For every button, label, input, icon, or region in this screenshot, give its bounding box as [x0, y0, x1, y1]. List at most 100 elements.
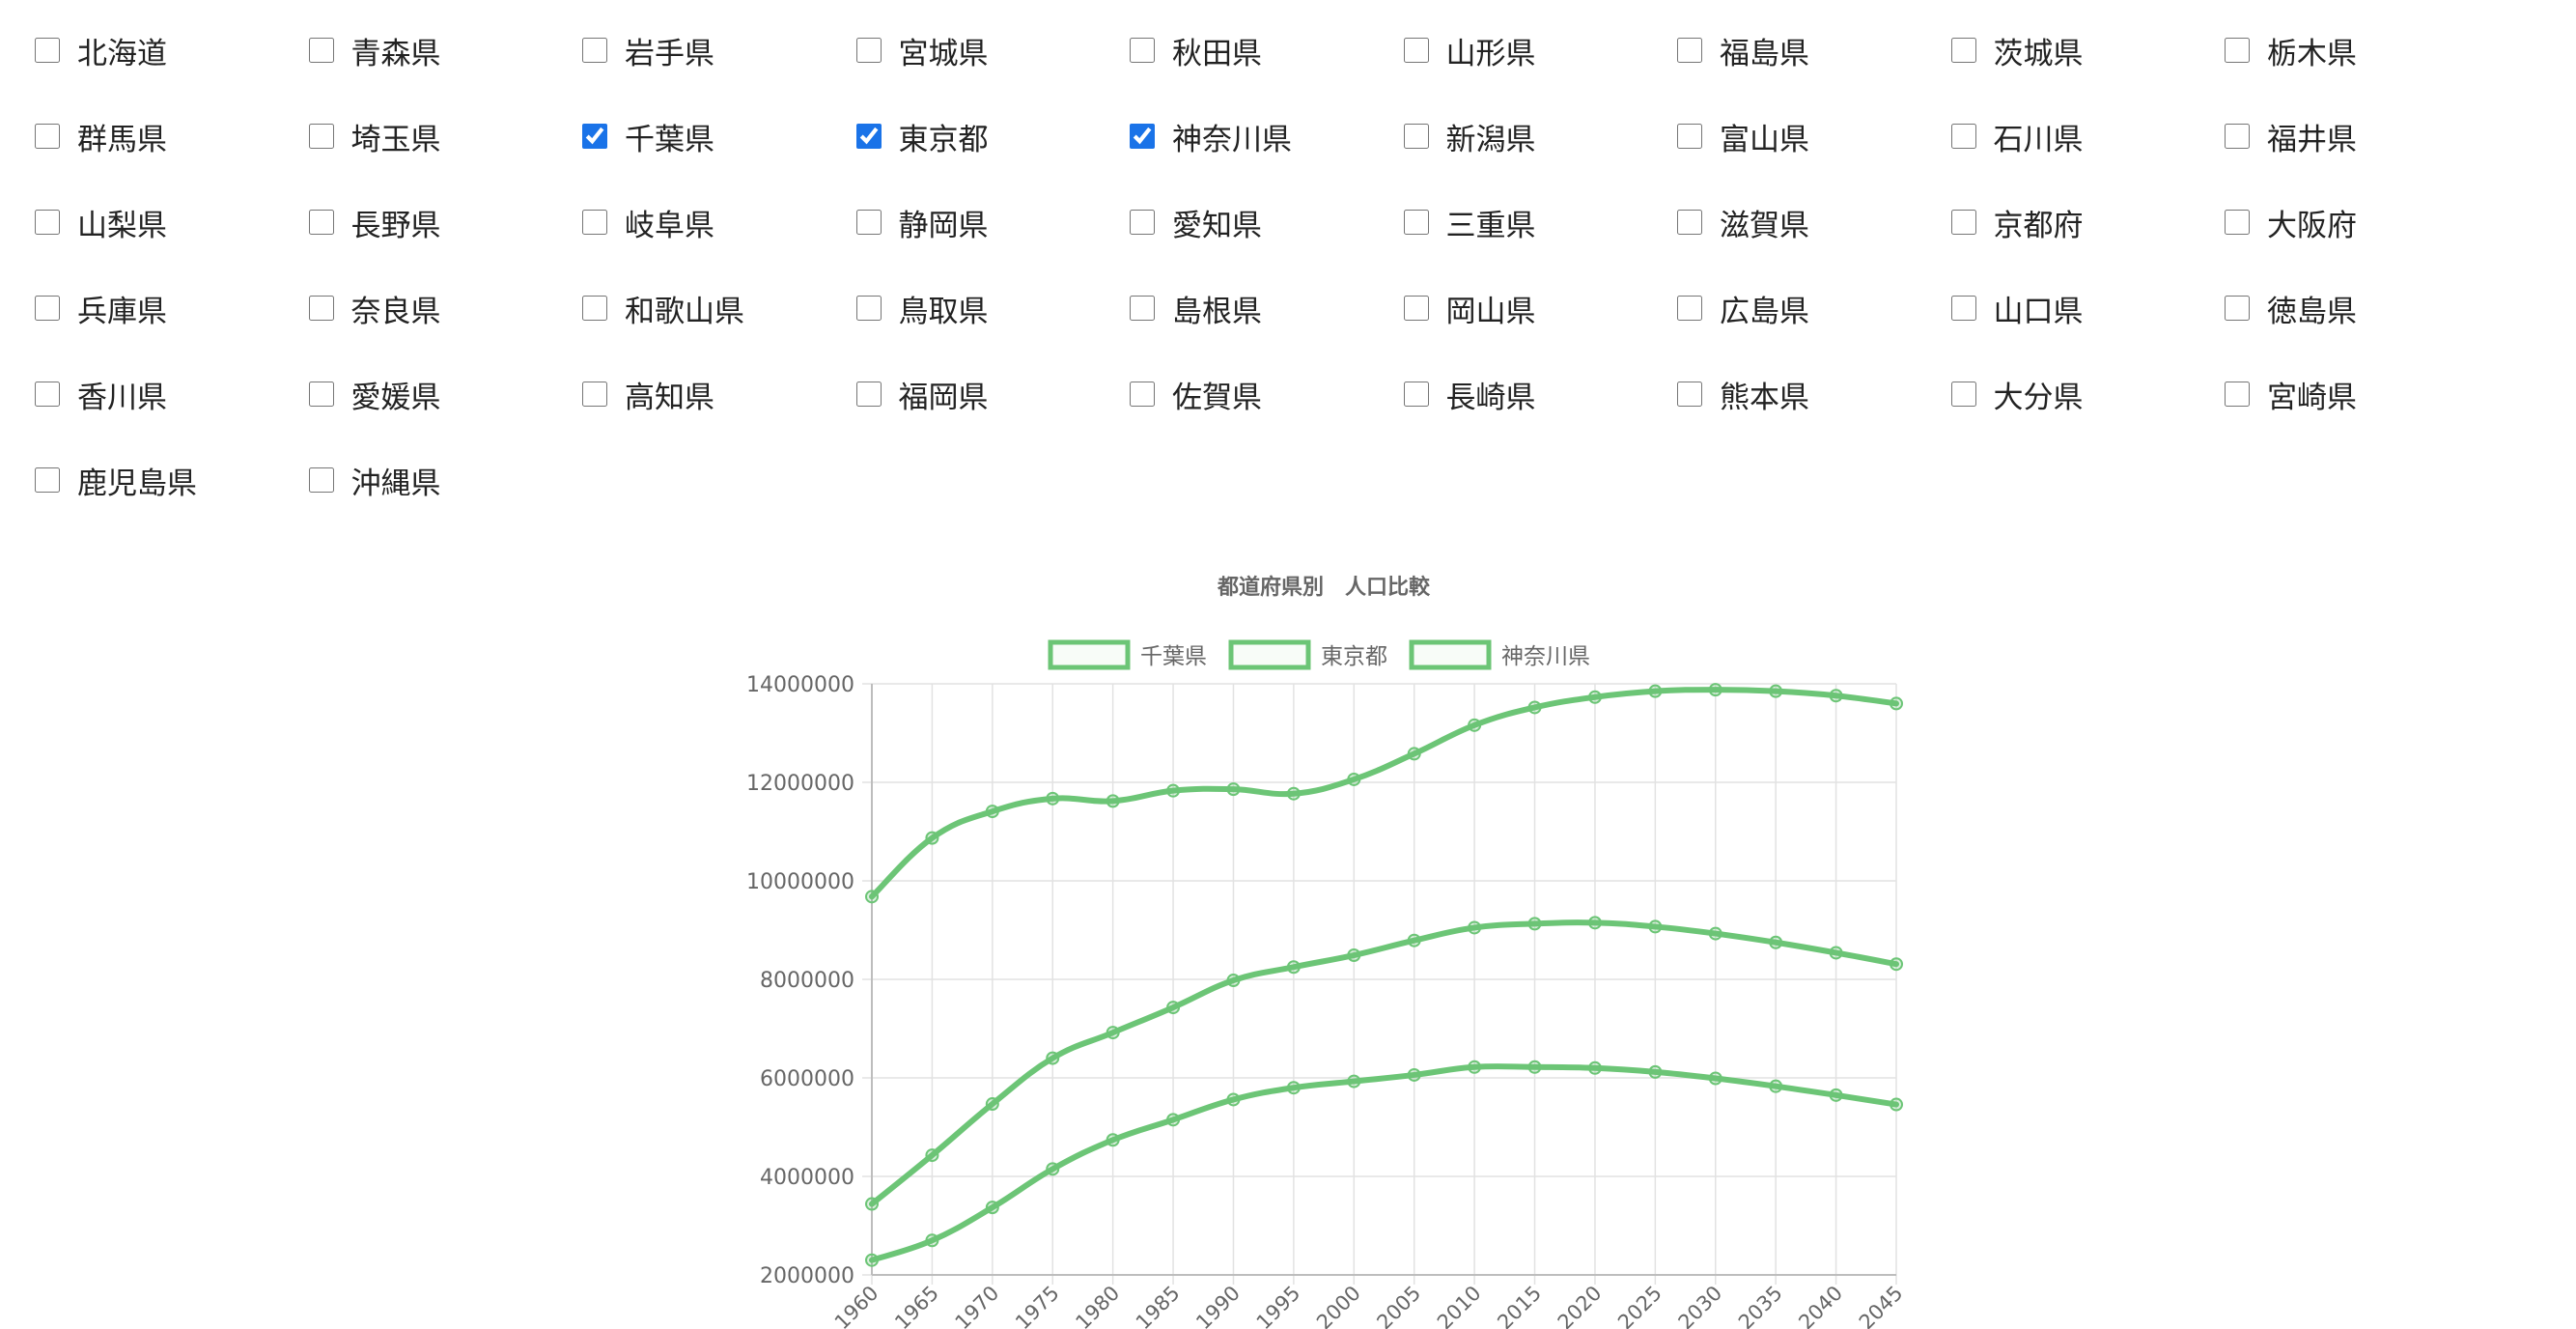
prefecture-checkbox[interactable] [1677, 38, 1702, 63]
prefecture-item[interactable]: 福岡県 [855, 365, 1131, 423]
prefecture-item[interactable]: 山梨県 [35, 193, 309, 251]
prefecture-checkbox[interactable] [582, 296, 607, 321]
prefecture-item[interactable]: 新潟県 [1403, 107, 1678, 165]
prefecture-checkbox[interactable] [1403, 382, 1429, 407]
prefecture-checkbox[interactable] [1950, 124, 1976, 149]
prefecture-item[interactable]: 山口県 [1950, 279, 2226, 337]
prefecture-checkbox[interactable] [1130, 382, 1155, 407]
legend-item[interactable]: 千葉県 [1048, 639, 1207, 670]
prefecture-item[interactable]: 長崎県 [1403, 365, 1678, 423]
prefecture-item[interactable]: 鹿児島県 [35, 451, 309, 509]
prefecture-checkbox[interactable] [582, 382, 607, 407]
prefecture-checkbox[interactable] [582, 124, 607, 149]
prefecture-item[interactable]: 愛知県 [1130, 193, 1404, 251]
prefecture-checkbox[interactable] [1677, 382, 1702, 407]
prefecture-item[interactable]: 福井県 [2225, 107, 2499, 165]
data-point [1166, 1001, 1181, 1015]
prefecture-checkbox[interactable] [2225, 296, 2250, 321]
x-tick-label: 1990 [1191, 1282, 1245, 1329]
prefecture-item[interactable]: 茨城県 [1950, 21, 2226, 79]
prefecture-checkbox[interactable] [1130, 38, 1155, 63]
prefecture-checkbox[interactable] [582, 210, 607, 235]
prefecture-checkbox[interactable] [1130, 296, 1155, 321]
prefecture-checkbox[interactable] [2225, 38, 2250, 63]
legend-item[interactable]: 東京都 [1228, 639, 1387, 670]
prefecture-item[interactable]: 京都府 [1950, 193, 2226, 251]
prefecture-item[interactable]: 宮城県 [855, 21, 1131, 79]
prefecture-checkbox[interactable] [308, 296, 334, 321]
prefecture-checkbox[interactable] [308, 210, 334, 235]
prefecture-item[interactable]: 香川県 [35, 365, 309, 423]
prefecture-checkbox[interactable] [35, 296, 60, 321]
prefecture-checkbox[interactable] [35, 467, 60, 493]
prefecture-checkbox[interactable] [1950, 210, 1976, 235]
prefecture-checkbox[interactable] [2225, 382, 2250, 407]
prefecture-item[interactable]: 島根県 [1130, 279, 1404, 337]
prefecture-checkbox[interactable] [308, 382, 334, 407]
prefecture-item[interactable]: 富山県 [1677, 107, 1951, 165]
prefecture-item[interactable]: 千葉県 [582, 107, 856, 165]
prefecture-checkbox[interactable] [855, 210, 882, 235]
prefecture-checkbox[interactable] [1677, 210, 1702, 235]
prefecture-checkbox[interactable] [2225, 124, 2250, 149]
prefecture-checkbox[interactable] [1677, 124, 1702, 149]
prefecture-item[interactable]: 滋賀県 [1677, 193, 1951, 251]
prefecture-checkbox[interactable] [855, 38, 882, 63]
prefecture-item[interactable]: 大阪府 [2225, 193, 2499, 251]
prefecture-item[interactable]: 岐阜県 [582, 193, 856, 251]
prefecture-item[interactable]: 岡山県 [1403, 279, 1678, 337]
prefecture-item[interactable]: 熊本県 [1677, 365, 1951, 423]
prefecture-item[interactable]: 鳥取県 [855, 279, 1131, 337]
prefecture-checkbox[interactable] [1130, 210, 1155, 235]
prefecture-item[interactable]: 東京都 [855, 107, 1131, 165]
legend-item[interactable]: 神奈川県 [1409, 639, 1590, 670]
prefecture-checkbox[interactable] [35, 382, 60, 407]
prefecture-checkbox[interactable] [855, 296, 882, 321]
prefecture-item[interactable]: 群馬県 [35, 107, 309, 165]
prefecture-item[interactable]: 石川県 [1950, 107, 2226, 165]
prefecture-item[interactable]: 三重県 [1403, 193, 1678, 251]
prefecture-item[interactable]: 宮崎県 [2225, 365, 2499, 423]
prefecture-checkbox[interactable] [35, 210, 60, 235]
prefecture-checkbox[interactable] [1950, 38, 1976, 63]
prefecture-checkbox[interactable] [1130, 124, 1155, 149]
prefecture-item[interactable]: 山形県 [1403, 21, 1678, 79]
prefecture-checkbox[interactable] [1950, 296, 1976, 321]
prefecture-item[interactable]: 長野県 [308, 193, 583, 251]
prefecture-item[interactable]: 埼玉県 [308, 107, 583, 165]
prefecture-item[interactable]: 福島県 [1677, 21, 1951, 79]
prefecture-checkbox[interactable] [1403, 38, 1429, 63]
prefecture-item[interactable]: 広島県 [1677, 279, 1951, 337]
prefecture-checkbox[interactable] [308, 38, 334, 63]
prefecture-checkbox[interactable] [1403, 296, 1429, 321]
prefecture-item[interactable]: 岩手県 [582, 21, 856, 79]
prefecture-checkbox[interactable] [308, 124, 334, 149]
prefecture-item[interactable]: 青森県 [308, 21, 583, 79]
prefecture-checkbox[interactable] [1403, 124, 1429, 149]
prefecture-checkbox[interactable] [2225, 210, 2250, 235]
prefecture-item[interactable]: 佐賀県 [1130, 365, 1404, 423]
prefecture-item[interactable]: 和歌山県 [582, 279, 856, 337]
prefecture-item[interactable]: 奈良県 [308, 279, 583, 337]
prefecture-item[interactable]: 沖縄県 [308, 451, 583, 509]
prefecture-item[interactable]: 神奈川県 [1130, 107, 1404, 165]
prefecture-item[interactable]: 秋田県 [1130, 21, 1404, 79]
prefecture-checkbox[interactable] [1403, 210, 1429, 235]
prefecture-label: 高知県 [625, 380, 714, 415]
prefecture-item[interactable]: 栃木県 [2225, 21, 2499, 79]
prefecture-item[interactable]: 大分県 [1950, 365, 2226, 423]
prefecture-item[interactable]: 徳島県 [2225, 279, 2499, 337]
prefecture-checkbox[interactable] [1677, 296, 1702, 321]
prefecture-checkbox[interactable] [35, 124, 60, 149]
prefecture-checkbox[interactable] [308, 467, 334, 493]
prefecture-checkbox[interactable] [855, 382, 882, 407]
prefecture-checkbox[interactable] [582, 38, 607, 63]
prefecture-checkbox[interactable] [1950, 382, 1976, 407]
prefecture-item[interactable]: 北海道 [35, 21, 309, 79]
prefecture-checkbox[interactable] [855, 124, 882, 149]
prefecture-item[interactable]: 高知県 [582, 365, 856, 423]
prefecture-item[interactable]: 愛媛県 [308, 365, 583, 423]
prefecture-checkbox[interactable] [35, 38, 60, 63]
prefecture-item[interactable]: 静岡県 [855, 193, 1131, 251]
prefecture-item[interactable]: 兵庫県 [35, 279, 309, 337]
